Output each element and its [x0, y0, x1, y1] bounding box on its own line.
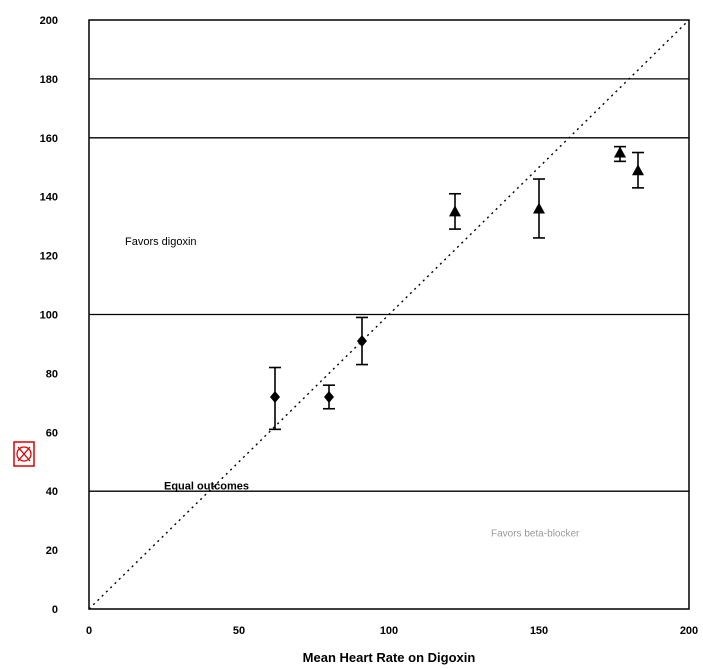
data-point-diamond: [323, 384, 335, 410]
y-tick-label: 160: [40, 133, 58, 145]
y-tick-label: 0: [52, 604, 58, 616]
annotation-label: Equal outcomes: [164, 480, 249, 492]
triangle-marker: [449, 205, 461, 217]
y-tick-label: 140: [40, 192, 58, 204]
diamond-marker: [270, 390, 280, 403]
x-tick-label: 150: [530, 625, 548, 637]
x-tick-label: 50: [233, 625, 245, 637]
triangle-marker: [533, 202, 545, 214]
x-tick-label: 200: [680, 625, 698, 637]
reference-line: [88, 19, 690, 610]
data-point-triangle: [632, 151, 644, 189]
y-tick-label: 60: [46, 427, 58, 439]
triangle-marker: [614, 146, 626, 158]
triangle-marker: [632, 164, 644, 176]
data-point-triangle: [614, 145, 626, 163]
data-point-triangle: [449, 192, 461, 230]
diamond-marker: [324, 390, 334, 403]
annotation-label: Favors digoxin: [125, 236, 197, 248]
y-tick-label: 40: [46, 486, 58, 498]
y-tick-label: 120: [40, 251, 58, 263]
data-point-triangle: [533, 178, 545, 239]
x-tick-label: 0: [86, 625, 92, 637]
y-tick-label: 100: [40, 310, 58, 322]
broken-image-icon: [13, 441, 35, 467]
y-tick-label: 200: [40, 15, 58, 27]
x-tick-label: 100: [380, 625, 398, 637]
y-tick-label: 20: [46, 545, 58, 557]
diamond-marker: [357, 335, 367, 348]
y-tick-label: 80: [46, 368, 58, 380]
annotation-label: Favors beta-blocker: [491, 528, 580, 539]
y-tick-label: 180: [40, 74, 58, 86]
x-axis-label: Mean Heart Rate on Digoxin: [303, 650, 476, 665]
data-point-diamond: [356, 316, 368, 366]
data-point-diamond: [269, 366, 281, 431]
